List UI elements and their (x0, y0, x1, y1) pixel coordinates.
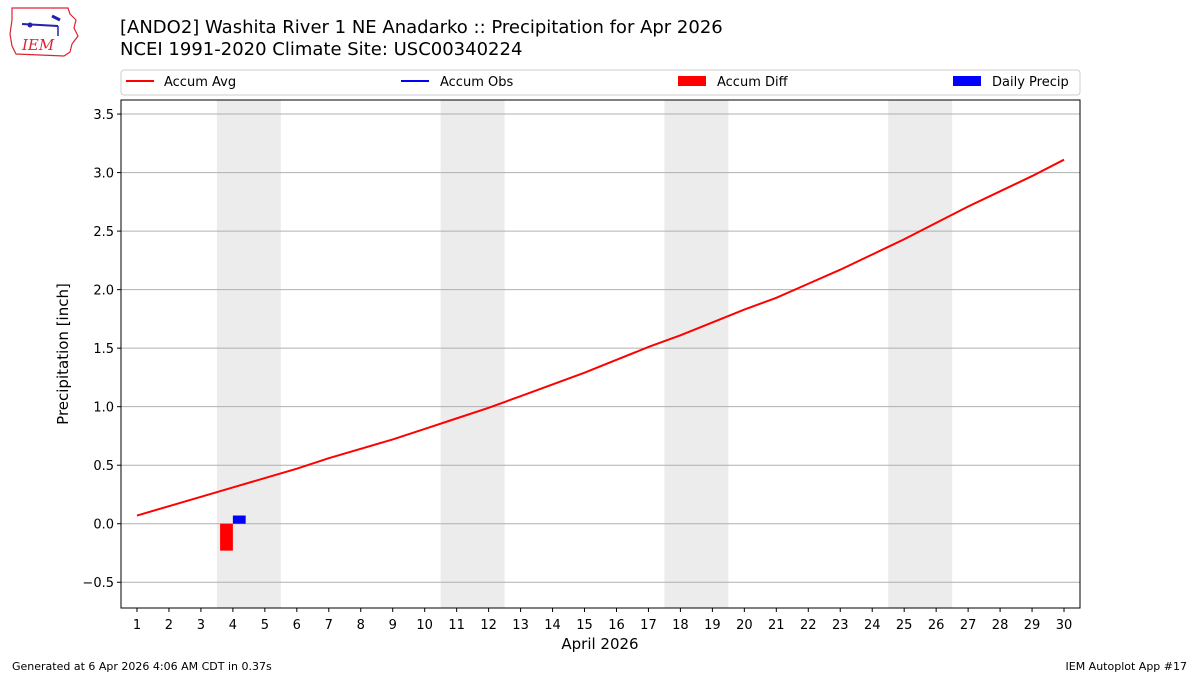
x-tick-label: 30 (1056, 618, 1073, 633)
x-tick-label: 24 (864, 618, 881, 633)
svg-text:Daily Precip: Daily Precip (992, 75, 1069, 90)
y-tick-label: 2.5 (93, 225, 114, 240)
bars (220, 515, 246, 551)
x-tick-label: 21 (768, 618, 785, 633)
x-tick-label: 17 (640, 618, 657, 633)
x-tick-label: 7 (325, 618, 333, 633)
x-tick-label: 18 (672, 618, 689, 633)
x-tick-label: 20 (736, 618, 753, 633)
weekend-shading (216, 100, 953, 608)
y-tick-label: 2.0 (93, 284, 114, 299)
svg-text:Accum Diff: Accum Diff (717, 75, 789, 90)
x-tick-label: 28 (992, 618, 1009, 633)
x-tick-label: 23 (832, 618, 849, 633)
legend-item-accum-avg: Accum Avg (126, 75, 236, 90)
y-tick-label: 1.5 (93, 342, 114, 357)
y-tick-label: 1.0 (93, 401, 114, 416)
iem-logo: IEM (8, 6, 80, 58)
x-tick-label: 3 (197, 618, 205, 633)
x-tick-label: 25 (896, 618, 913, 633)
y-tick-label: 0.5 (93, 459, 114, 474)
app-label: IEM Autoplot App #17 (1065, 660, 1188, 673)
y-tick-label: 3.0 (93, 167, 114, 182)
bar-accum-diff (220, 523, 233, 551)
x-tick-label: 8 (357, 618, 365, 633)
x-tick-label: 27 (960, 618, 977, 633)
x-tick-label: 29 (1024, 618, 1041, 633)
y-tick-label: 0.0 (93, 518, 114, 533)
legend-item-accum-diff: Accum Diff (678, 75, 789, 90)
line-accum-avg (136, 158, 1065, 517)
svg-text:IEM: IEM (21, 36, 55, 54)
legend-item-accum-obs: Accum Obs (401, 75, 513, 90)
y-tick-label: 3.5 (93, 108, 114, 123)
svg-text:Accum Obs: Accum Obs (440, 75, 513, 90)
x-tick-label: 13 (512, 618, 529, 633)
title-line-2: NCEI 1991-2020 Climate Site: USC00340224 (120, 39, 523, 60)
weekend-band (888, 100, 953, 608)
x-tick-label: 4 (229, 618, 237, 633)
x-axis-ticks: 1 2 3 4 5 6 7 8 9 10 11 12 13 14 15 16 17 18 19 20 21 22 23 24 2… (133, 608, 1072, 633)
bar-daily-precip (232, 515, 246, 524)
legend-item-daily-precip: Daily Precip (953, 75, 1069, 90)
y-tick-label: −0.5 (82, 576, 114, 591)
x-tick-label: 5 (261, 618, 269, 633)
x-tick-label: 2 (165, 618, 173, 633)
title-line-1: [ANDO2] Washita River 1 NE Anadarko :: P… (120, 17, 723, 38)
weekend-band (440, 100, 505, 608)
x-tick-label: 26 (928, 618, 945, 633)
svg-text:Accum Avg: Accum Avg (164, 75, 236, 90)
chart-title: [ANDO2] Washita River 1 NE Anadarko :: P… (120, 17, 723, 61)
x-tick-label: 14 (544, 618, 561, 633)
x-tick-label: 22 (800, 618, 817, 633)
x-tick-label: 16 (608, 618, 625, 633)
x-tick-label: 15 (576, 618, 593, 633)
weekend-band (664, 100, 729, 608)
x-tick-label: 9 (389, 618, 397, 633)
x-tick-label: 11 (448, 618, 465, 633)
x-tick-label: 12 (480, 618, 497, 633)
x-tick-label: 1 (133, 618, 141, 633)
x-tick-label: 19 (704, 618, 721, 633)
series-lines (136, 158, 1065, 517)
x-tick-label: 10 (416, 618, 433, 633)
grid-lines (121, 113, 1080, 583)
legend: Accum Avg Accum Obs Accum Diff Daily Pre… (120, 69, 1081, 96)
x-tick-label: 6 (293, 618, 301, 633)
y-axis-label: Precipitation [inch] (54, 283, 72, 425)
plot-frame (120, 99, 1081, 609)
generated-timestamp: Generated at 6 Apr 2026 4:06 AM CDT in 0… (12, 660, 272, 673)
y-axis-ticks: −0.5 0.0 0.5 1.0 1.5 2.0 2.5 3.0 3.5 (82, 108, 121, 591)
x-axis-label: April 2026 (561, 635, 638, 653)
